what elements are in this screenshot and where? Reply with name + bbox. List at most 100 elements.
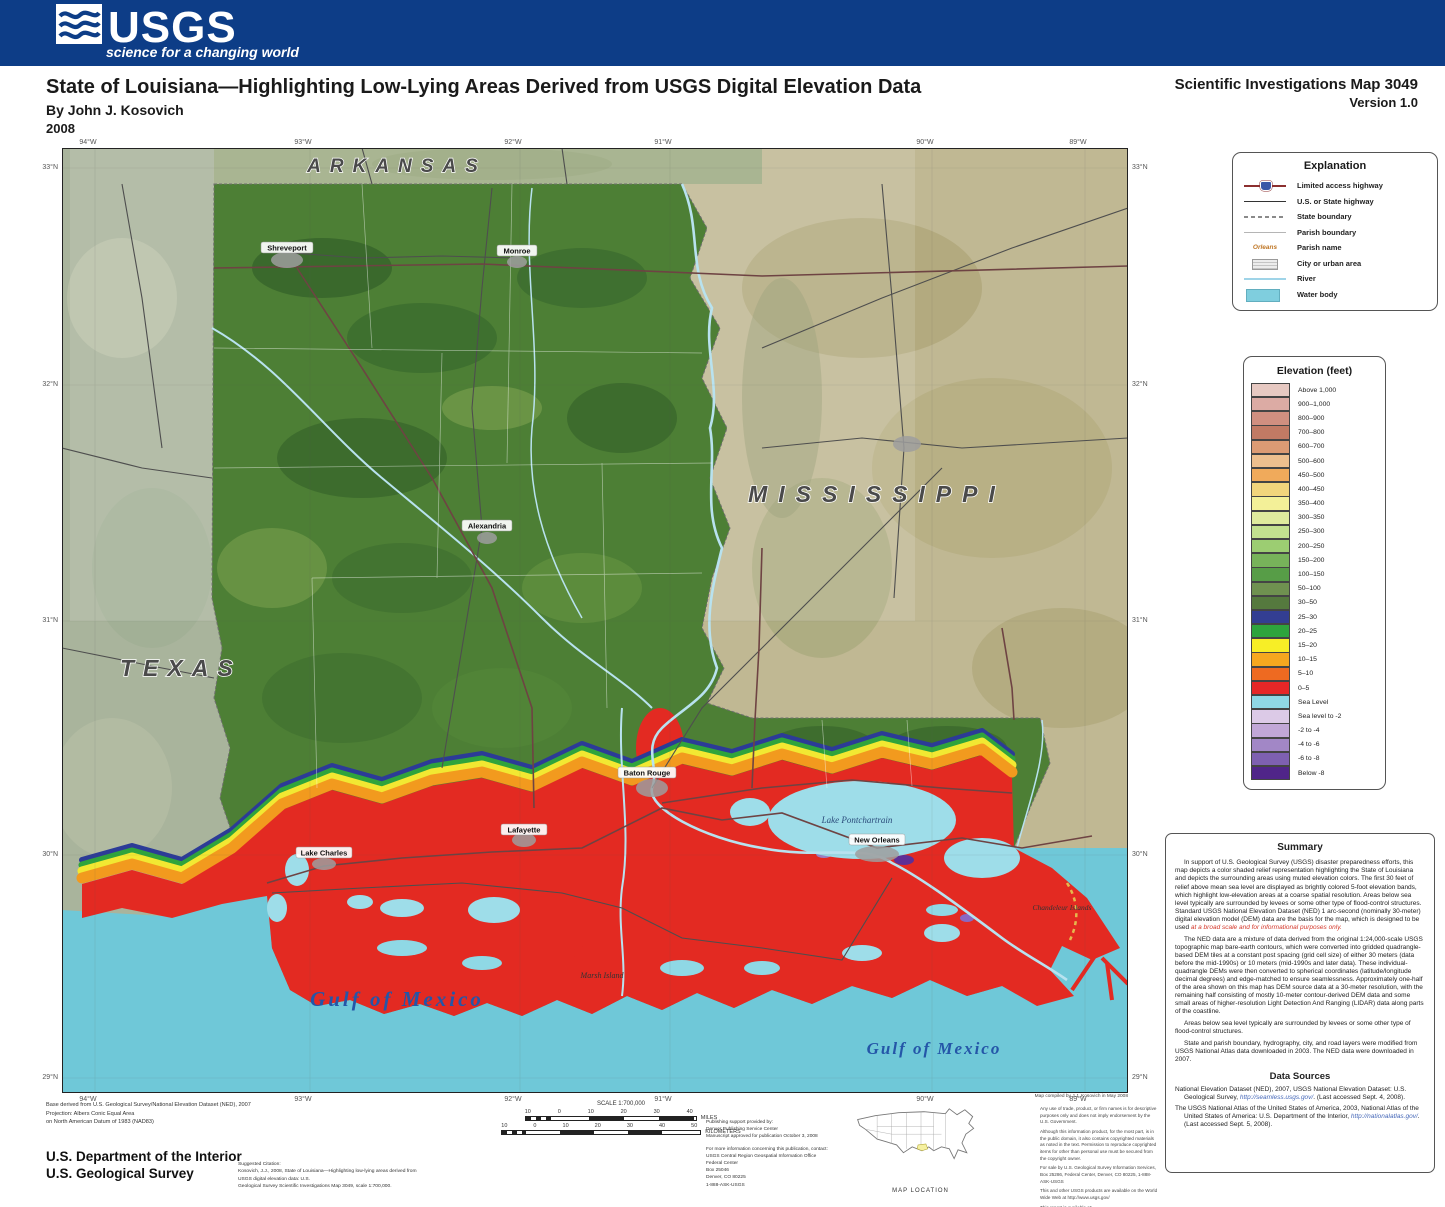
- miles-tick: 20: [620, 1109, 627, 1115]
- lat-tick: 32°N: [1132, 381, 1148, 388]
- explanation-items: Limited access highway U.S. or State hig…: [1242, 178, 1428, 302]
- elevation-swatch: [1251, 765, 1290, 781]
- seamless-url[interactable]: http://seamless.usgs.gov/: [1239, 1094, 1314, 1102]
- usgs-logo-text: USGS: [108, 4, 237, 50]
- elevation-swatch: [1251, 468, 1290, 483]
- elevation-swatch: [1251, 709, 1290, 724]
- elevation-range-label: 10–15: [1298, 656, 1317, 664]
- svg-text:Baton Rouge: Baton Rouge: [624, 769, 671, 778]
- elevation-swatch: [1251, 695, 1290, 710]
- dept-interior: U.S. Department of the Interior: [46, 1149, 242, 1164]
- km-tick: 50: [691, 1123, 698, 1129]
- state-grid-lines: [864, 1111, 946, 1151]
- legend-label: River: [1297, 274, 1316, 284]
- red-river: [211, 327, 653, 709]
- publishing-lines: Publishing support provided by: Denver Pu…: [706, 1119, 861, 1141]
- elevation-row: 350–400: [1251, 496, 1378, 511]
- base-credit-line: Projection: Albers Conic Equal Area: [46, 1110, 135, 1117]
- texas-label: TEXAS: [120, 655, 242, 681]
- suggested-citation-line: Suggested Citation:: [238, 1162, 281, 1167]
- elevation-range-label: 50–100: [1298, 585, 1321, 593]
- dept-usgs: U.S. Geological Survey: [46, 1165, 194, 1181]
- suggested-citation-line: Kosovich, J.J., 2008, State of Louisiana…: [238, 1169, 417, 1182]
- lon-tick: 94°W: [79, 1096, 97, 1103]
- lon-tick: 89°W: [1069, 1096, 1087, 1103]
- lat-tick: 31°N: [42, 617, 58, 624]
- page-title: State of Louisiana—Highlighting Low-Lyin…: [46, 76, 922, 98]
- legend-label: U.S. or State highway: [1297, 196, 1374, 206]
- elevation-swatch: [1251, 510, 1290, 525]
- lat-tick: 29°N: [42, 1074, 58, 1081]
- elevation-range-label: -6 to -8: [1298, 755, 1320, 763]
- scale-bar-block: SCALE 1:700,000 10 0 10 20 30 40 MILES 10 0 10 2…: [490, 1101, 752, 1135]
- legend-symbol: [1242, 211, 1288, 222]
- km-tick: 10: [562, 1123, 569, 1129]
- base-credit-note: Base derived from U.S. Geological Survey…: [46, 1101, 251, 1127]
- elevation-row: 30–50: [1251, 595, 1378, 611]
- elevation-title: Elevation (feet): [1276, 365, 1353, 377]
- elevation-swatch: [1251, 439, 1290, 455]
- calcasieu-lake: [285, 854, 309, 886]
- lon-tick: 89°W: [1069, 139, 1087, 146]
- summary-emphasis: at a broad scale and for informational p…: [1190, 923, 1342, 931]
- lon-tick: 93°W: [294, 1096, 312, 1103]
- data-source-citation-2: The USGS National Atlas of the United St…: [1175, 1105, 1420, 1129]
- elevation-range-label: -4 to -6: [1298, 741, 1320, 749]
- disclaimer-paragraph: Although this information product, for t…: [1040, 1128, 1157, 1161]
- lake-maurepas: [730, 798, 770, 826]
- elevation-row: 450–500: [1251, 468, 1378, 483]
- city-label-lafayette: Lafayette: [500, 823, 548, 836]
- pearl-river: [1016, 719, 1044, 849]
- legend-row: Orleans Parish name: [1242, 240, 1428, 256]
- elevation-row: Sea Level: [1251, 695, 1378, 710]
- map-neatline: [62, 148, 1128, 1093]
- city-label-monroe: Monroe: [496, 244, 538, 257]
- legend-symbol: Orleans: [1252, 244, 1278, 252]
- legend-label: State boundary: [1297, 212, 1352, 222]
- lat-tick: 30°N: [1132, 851, 1148, 858]
- elevation-row: -4 to -6: [1251, 737, 1378, 752]
- km-tick: 20: [594, 1123, 601, 1129]
- elevation-row: 25–30: [1251, 609, 1378, 625]
- elevation-row: 100–150: [1251, 567, 1378, 582]
- elevation-swatch: [1251, 482, 1290, 497]
- arkansas-label: ARKANSAS: [306, 156, 487, 177]
- disclaimer-paragraph: For sale by U.S. Geological Survey Infor…: [1040, 1165, 1156, 1184]
- lat-tick: 29°N: [1132, 1074, 1148, 1081]
- elevation-range-label: Sea Level: [1298, 698, 1329, 706]
- legend-row: River: [1242, 271, 1428, 287]
- elevation-swatch: [1251, 453, 1290, 469]
- svg-text:New Orleans: New Orleans: [854, 836, 899, 845]
- graticule: [62, 148, 1128, 1093]
- elevation-row: Above 1,000: [1251, 382, 1378, 398]
- elevation-row: 800–900: [1251, 411, 1378, 426]
- city-label-new-orleans: New Orleans: [848, 833, 906, 846]
- legend-symbol: [1242, 288, 1288, 302]
- elevation-range-label: Above 1,000: [1298, 386, 1337, 394]
- barataria-bay: [924, 924, 960, 942]
- lon-tick: 90°W: [916, 1096, 934, 1103]
- louisiana-highlight: [916, 1143, 928, 1152]
- elevation-swatch: [1251, 751, 1290, 767]
- data-sources-title: Data Sources: [1269, 1070, 1331, 1082]
- nationalatlas-url[interactable]: http://nationalatlas.gov/: [1350, 1113, 1418, 1121]
- elevation-range-label: 100–150: [1298, 571, 1325, 579]
- gulf-of-mexico-west-label: Gulf of Mexico: [310, 987, 484, 1011]
- contact-line: 1-888-ASK-USGS: [706, 1182, 745, 1188]
- lat-tick: 33°N: [1132, 164, 1148, 171]
- km-tick: 40: [658, 1123, 666, 1129]
- legend-symbol: [1242, 273, 1288, 284]
- miles-unit: MILES: [700, 1115, 718, 1121]
- publishing-line: Denver Publishing Service Center: [706, 1127, 778, 1133]
- elevation-swatch: [1251, 737, 1290, 752]
- svg-text:Monroe: Monroe: [503, 247, 530, 256]
- usgs-logo: USGS: [56, 4, 237, 50]
- elevation-range-label: 800–900: [1298, 414, 1325, 422]
- chandeleur-islands-label: Chandeleur Islands: [1033, 903, 1092, 912]
- elevation-range-label: 500–600: [1298, 457, 1325, 465]
- lat-tick: 31°N: [1132, 617, 1148, 624]
- elevation-range-label: 150–200: [1298, 556, 1325, 564]
- km-tick: 10: [501, 1123, 508, 1129]
- map-image: ARKANSAS MISSISSIPPI TEXAS Gulf of Mexic…: [52, 147, 1152, 1093]
- summary-paragraph-4: State and parish boundary, hydrography, …: [1175, 1040, 1418, 1064]
